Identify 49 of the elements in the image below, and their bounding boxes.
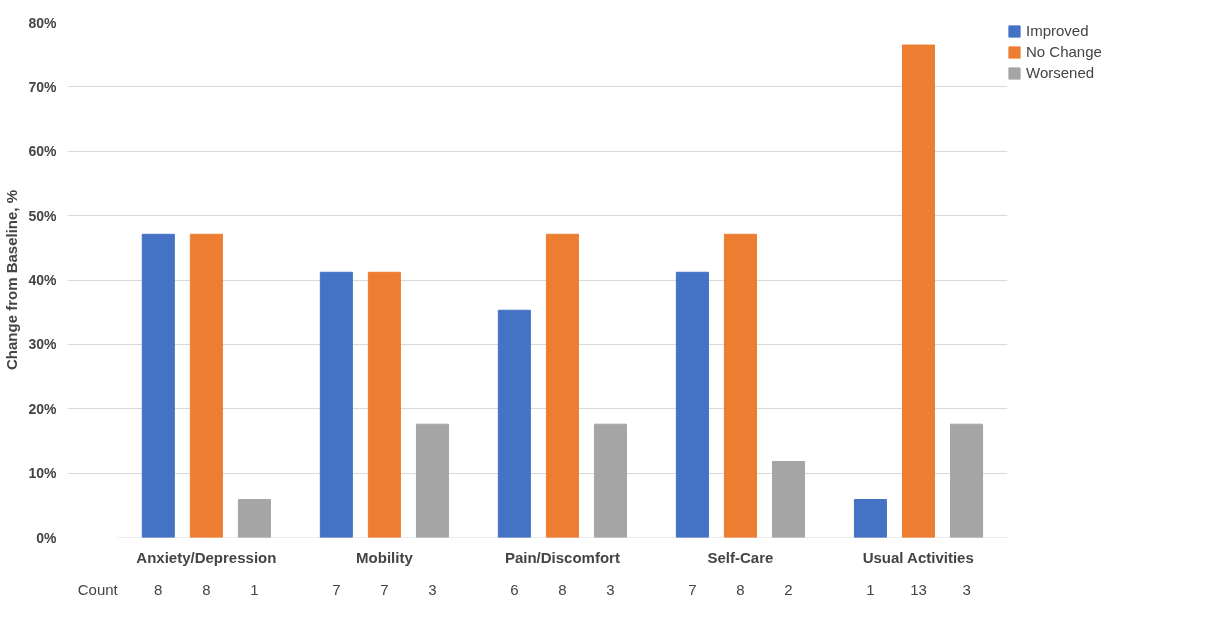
text: 8 [736,580,745,598]
bar [723,233,757,538]
text: 6 [510,580,519,598]
y-tick-label: 70% [28,78,58,95]
y-tick-label: 20% [28,400,58,417]
text: 2 [784,580,793,598]
bar [237,499,271,538]
legend-label: No Change [1026,43,1102,60]
y-tick-label: 60% [28,143,58,160]
y-tick-label: 80% [28,14,58,31]
bar [950,423,984,538]
bar [593,423,628,538]
text: 7 [380,580,389,598]
y-tick-label: 30% [28,336,58,353]
bar [901,44,936,538]
text: 8 [202,580,211,598]
legend-label: Improved [1026,22,1089,39]
bar [141,233,175,538]
bar [545,233,579,538]
text: 1 [866,580,875,598]
bar [189,233,223,538]
bar [415,423,449,538]
x-tick-label: Anxiety/Depression [136,548,277,566]
bar [367,271,401,538]
legend-label: Worsened [1026,64,1095,81]
x-tick-label: Self-Care [707,548,774,566]
text: Count [77,580,119,598]
text: 3 [606,580,615,598]
text: 8 [154,580,163,598]
bar [319,271,353,538]
y-tick-label: 40% [28,272,58,288]
text: 13 [910,580,927,598]
text: 7 [688,580,697,598]
text: 3 [962,580,971,598]
x-tick-label: Pain/Discomfort [504,548,620,566]
bar [497,309,531,538]
y-tick-label: 50% [28,207,58,224]
x-tick-label: Mobility [356,548,414,566]
bar [853,499,887,538]
bar [675,271,709,538]
text: 1 [250,580,259,598]
bar [772,461,806,538]
text: 3 [428,580,437,598]
x-tick-label: Usual Activities [862,548,974,566]
y-axis-title: Change from Baseline, % [3,189,21,371]
y-tick-label: 0% [36,529,58,546]
y-tick-label: 10% [28,465,58,482]
text: 7 [332,580,341,598]
text: 8 [558,580,567,598]
